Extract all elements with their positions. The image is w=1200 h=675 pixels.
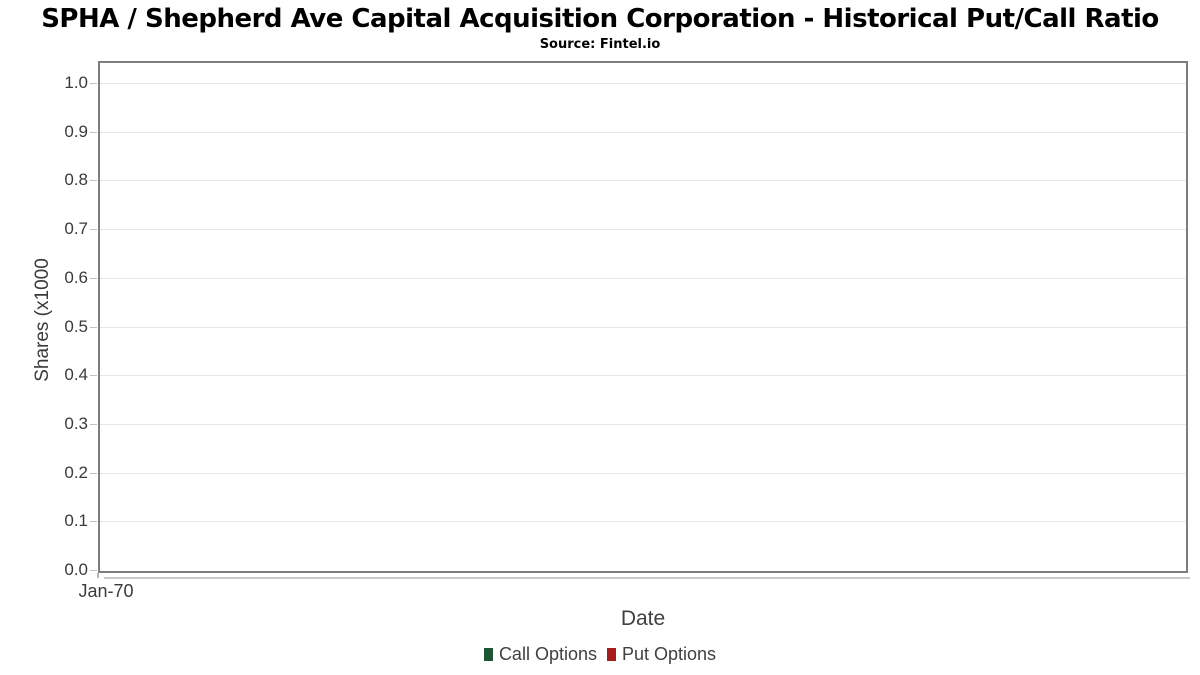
x-tick-label: Jan-70 [78,581,134,601]
y-tick-mark [90,521,97,522]
y-tick-mark [90,229,97,230]
chart-title: SPHA / Shepherd Ave Capital Acquisition … [41,4,1159,34]
y-tick-label: 0.9 [64,122,88,141]
y-tick-label: 0.5 [64,317,88,336]
legend-swatch-icon [483,648,493,661]
y-tick-label: 1.0 [64,73,88,92]
y-gridline [100,278,1186,279]
y-gridline [100,521,1186,522]
y-tick-mark [90,83,97,84]
y-tick-mark [90,570,97,571]
y-gridline [100,375,1186,376]
y-tick-label: 0.6 [64,268,88,287]
y-tick-mark [90,375,97,376]
plot-area-shadow [104,577,1190,579]
y-axis-title: Shares (x1000 [32,258,53,382]
legend-label: Call Options [498,644,597,664]
legend-item-put-options[interactable]: Put Options [606,644,717,665]
plot-area [98,61,1188,573]
y-tick-label: 0.4 [64,365,88,384]
y-gridline [100,327,1186,328]
chart-subtitle: Source: Fintel.io [539,37,661,52]
y-tick-label: 0.3 [64,414,88,433]
legend-swatch-icon [606,648,616,661]
y-tick-mark [90,327,97,328]
y-tick-label: 0.0 [64,560,88,579]
y-tick-label: 0.1 [64,511,88,530]
y-gridline [100,83,1186,84]
y-tick-label: 0.7 [64,219,88,238]
y-tick-mark [90,473,97,474]
y-gridline [100,229,1186,230]
y-gridline [100,473,1186,474]
legend-item-call-options[interactable]: Call Options [483,644,597,665]
y-tick-label: 0.8 [64,170,88,189]
y-tick-mark [90,278,97,279]
legend: Call Options Put Options [0,644,1200,665]
y-tick-mark [90,424,97,425]
y-tick-label: 0.2 [64,463,88,482]
y-gridline [100,180,1186,181]
y-gridline [100,132,1186,133]
legend-label: Put Options [621,644,717,664]
y-tick-mark [90,180,97,181]
y-gridline [100,424,1186,425]
y-tick-mark [90,132,97,133]
x-tick-mark [97,573,99,578]
x-axis-title: Date [620,607,666,630]
